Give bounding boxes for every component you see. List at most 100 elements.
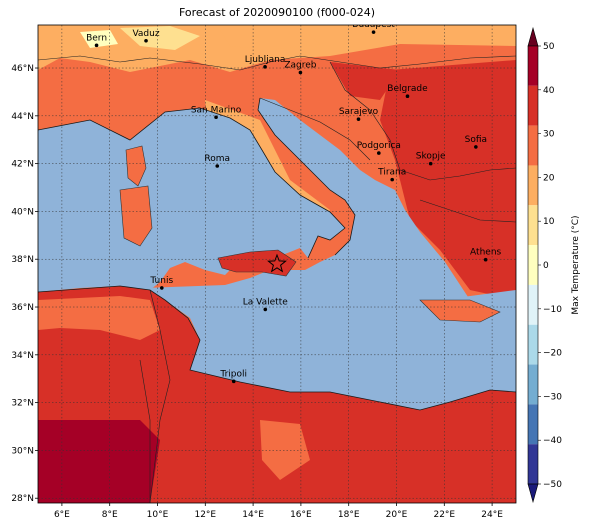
central-mediterranean-sea (38, 98, 516, 410)
x-tick-label: 12°E (194, 510, 216, 520)
y-tick-label: 38°N (11, 255, 34, 265)
colorbar-segment (528, 245, 538, 285)
city-label: Tirana (377, 168, 406, 178)
colorbar-segment (528, 165, 538, 206)
city-label: Roma (204, 154, 230, 164)
map-gridlines (38, 25, 516, 503)
x-tick-label: 6°E (54, 510, 70, 520)
crete-island (419, 299, 501, 323)
city-label: Podgorica (357, 141, 401, 151)
colorbar-tick-label: 50 (543, 42, 555, 52)
country-borders (38, 55, 516, 503)
colorbar-tick-label: 40 (543, 86, 555, 96)
city-dot (298, 70, 303, 75)
colorbar-segment (528, 125, 538, 166)
sahara-extreme-zone (38, 420, 160, 503)
colorbar-tick-label: −30 (543, 392, 562, 402)
x-tick-label: 10°E (147, 510, 169, 520)
x-tick-label: 16°E (290, 510, 312, 520)
colorbar-extend-max (527, 26, 539, 47)
y-tick-label: 30°N (11, 446, 34, 456)
balkan-hot-zone (380, 60, 516, 300)
star-marker[interactable] (267, 253, 287, 273)
colorbar-tick-label: −50 (543, 480, 562, 490)
x-tick-label: 8°E (102, 510, 118, 520)
libya-warm-patch (260, 420, 310, 480)
y-tick-label: 42°N (11, 160, 34, 170)
city-label: Tripoli (219, 369, 247, 379)
city-dot (144, 38, 148, 43)
city-label: Bern (86, 33, 107, 43)
city-dot (214, 115, 218, 120)
colorbar-tick-label: 0 (543, 261, 549, 271)
x-tick-label: 18°E (338, 510, 360, 520)
colorbar-extend-min (527, 483, 539, 504)
city-label: Ljubljana (245, 55, 286, 65)
colorbar-segment (528, 46, 538, 86)
city-label: Skopje (416, 152, 446, 162)
city-label: Budapest (352, 20, 395, 30)
city-dot (483, 257, 488, 262)
y-tick-label: 34°N (11, 351, 34, 361)
map-frame (37, 24, 517, 504)
colorbar-tick-label: −10 (543, 305, 562, 315)
map-title: Forecast of 2020090100 (f000-024) (178, 6, 376, 19)
y-tick-label: 36°N (11, 303, 34, 313)
city-dot (371, 30, 376, 34)
hungary-hot-zone (330, 62, 400, 100)
colorbar-segment (528, 444, 538, 484)
city-label: Tunis (149, 276, 173, 286)
city-label: Belgrade (387, 84, 428, 94)
city-label: San Marino (191, 105, 242, 115)
city-label: Athens (470, 248, 501, 258)
colorbar-segment (528, 85, 538, 126)
y-tick-label: 32°N (11, 399, 34, 409)
colorbar-segment (528, 205, 538, 246)
sardinia-island (119, 185, 153, 247)
y-tick-label: 28°N (11, 494, 34, 504)
y-tick-label: 46°N (11, 64, 34, 74)
city-dot (263, 307, 268, 312)
city-dot (215, 164, 220, 168)
colorbar-tick-label: 30 (543, 130, 555, 140)
y-tick-label: 40°N (11, 207, 34, 217)
alps-cold-zone (80, 30, 118, 48)
city-dot (428, 161, 433, 166)
city-dot (231, 379, 236, 384)
x-tick-label: 24°E (481, 510, 503, 520)
colorbar-tick-label: 20 (543, 173, 555, 183)
city-label: Vaduz (132, 29, 159, 39)
city-dot (160, 286, 164, 290)
x-tick-label: 22°E (433, 510, 455, 520)
x-tick-label: 20°E (386, 510, 408, 520)
corsica-island (125, 145, 147, 187)
city-dot (94, 43, 99, 48)
colorbar-segment (528, 284, 538, 325)
city-label: Sarajevo (339, 107, 379, 117)
city-label: Sofia (465, 135, 487, 145)
colorbar-label: Max Temperature (°C) (571, 215, 581, 314)
city-label: Zagreb (284, 61, 316, 71)
colorbar-segment (528, 324, 538, 365)
city-label: La Valette (243, 297, 288, 307)
latitude-ticks: 28°N 30°N 32°N 34°N 36°N 38°N 40°N 42°N 44°N 46°N (11, 64, 38, 504)
city-dot (377, 151, 381, 155)
alps-east-zone (220, 28, 320, 50)
alps-cool-zone (120, 26, 200, 50)
colorbar-tick-label: −20 (543, 349, 562, 359)
city-dot (405, 94, 410, 99)
city-dot (263, 65, 267, 69)
colorbar-segment (528, 364, 538, 405)
x-tick-label: 14°E (242, 510, 264, 520)
western-mediterranean-sea (38, 108, 345, 292)
y-tick-label: 44°N (11, 112, 34, 122)
city-dot (474, 145, 478, 149)
city-dot (390, 177, 394, 182)
colorbar-tick-label: −40 (543, 436, 562, 446)
colorbar: 50 40 30 20 10 0 −10 −20 −30 −40 −50 (527, 26, 562, 504)
city-dot (356, 117, 361, 121)
longitude-ticks: 6°E 8°E 10°E 12°E 14°E 16°E 18°E 20°E 22°E 24°E (54, 503, 503, 520)
